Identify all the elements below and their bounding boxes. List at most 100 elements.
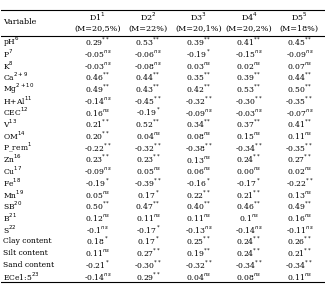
Text: 0.19$^{**}$: 0.19$^{**}$ (186, 247, 211, 259)
Text: 0.50$^{**}$: 0.50$^{**}$ (85, 200, 111, 212)
Text: 0.52$^{**}$: 0.52$^{**}$ (136, 118, 161, 130)
Text: Silt content: Silt content (3, 249, 48, 257)
Text: 0.20$^{**}$: 0.20$^{**}$ (85, 129, 110, 142)
Text: -0.17$^*$: -0.17$^*$ (136, 223, 161, 236)
Text: -0.30$^{**}$: -0.30$^{**}$ (235, 94, 263, 107)
Text: 0.1$^{ns}$: 0.1$^{ns}$ (239, 212, 259, 223)
Text: Clay content: Clay content (3, 237, 52, 245)
Text: 0.17$^*$: 0.17$^*$ (137, 188, 159, 200)
Text: -0.35$^{**}$: -0.35$^{**}$ (286, 94, 313, 107)
Text: 0.47$^{**}$: 0.47$^{**}$ (136, 200, 161, 212)
Text: 0.53$^{**}$: 0.53$^{**}$ (236, 83, 262, 95)
Text: -0.09$^{ns}$: -0.09$^{ns}$ (84, 165, 111, 176)
Text: 0.53$^{**}$: 0.53$^{**}$ (136, 36, 161, 48)
Text: S$^{22}$: S$^{22}$ (3, 223, 17, 236)
Text: 0.07$^{ns}$: 0.07$^{ns}$ (287, 60, 312, 71)
Text: 0.04$^{ns}$: 0.04$^{ns}$ (186, 271, 211, 282)
Text: 0.49$^{**}$: 0.49$^{**}$ (85, 83, 111, 95)
Text: -0.05$^{ns}$: -0.05$^{ns}$ (84, 48, 111, 59)
Text: K$^8$: K$^8$ (3, 59, 14, 72)
Text: Mg$^{2+10}$: Mg$^{2+10}$ (3, 82, 34, 96)
Text: 0.35$^{**}$: 0.35$^{**}$ (186, 71, 211, 83)
Text: 0.24$^{**}$: 0.24$^{**}$ (236, 247, 261, 259)
Text: 0.02$^{ns}$: 0.02$^{ns}$ (236, 60, 261, 71)
Text: -0.21$^*$: -0.21$^*$ (85, 258, 110, 271)
Text: 0.44$^{**}$: 0.44$^{**}$ (136, 71, 161, 83)
Text: 0.15$^{ns}$: 0.15$^{ns}$ (236, 130, 261, 141)
Text: -0.39$^{**}$: -0.39$^{**}$ (134, 176, 162, 189)
Text: 0.44$^{**}$: 0.44$^{**}$ (287, 71, 312, 83)
Text: 0.25$^{**}$: 0.25$^{**}$ (186, 235, 211, 247)
Text: -0.1$^{ns}$: -0.1$^{ns}$ (86, 224, 109, 235)
Text: 0.11$^{ns}$: 0.11$^{ns}$ (186, 212, 211, 223)
Text: P$^7$: P$^7$ (3, 47, 13, 60)
Text: 0.39$^{**}$: 0.39$^{**}$ (186, 36, 211, 48)
Text: 0.05$^{ns}$: 0.05$^{ns}$ (136, 165, 161, 176)
Text: -0.19$^*$: -0.19$^*$ (85, 176, 110, 189)
Text: 0.22$^{**}$: 0.22$^{**}$ (186, 188, 211, 200)
Text: -0.09$^{ns}$: -0.09$^{ns}$ (286, 48, 313, 59)
Text: 0.24$^{**}$: 0.24$^{**}$ (236, 235, 261, 247)
Text: 0.46$^{**}$: 0.46$^{**}$ (236, 200, 262, 212)
Text: 0.04$^{ns}$: 0.04$^{ns}$ (136, 130, 161, 141)
Text: 0.18$^*$: 0.18$^*$ (86, 235, 109, 247)
Text: Cu$^{17}$: Cu$^{17}$ (3, 165, 22, 177)
Text: 0.00$^{ns}$: 0.00$^{ns}$ (236, 165, 261, 176)
Text: 0.40$^{**}$: 0.40$^{**}$ (186, 200, 211, 212)
Text: -0.17$^*$: -0.17$^*$ (236, 176, 261, 189)
Text: -0.32$^{**}$: -0.32$^{**}$ (134, 141, 162, 154)
Text: H+Al$^{11}$: H+Al$^{11}$ (3, 94, 32, 107)
Text: 0.49$^{**}$: 0.49$^{**}$ (287, 200, 312, 212)
Text: D5$^5$
(M=18%): D5$^5$ (M=18%) (280, 11, 319, 33)
Text: 0.29$^{**}$: 0.29$^{**}$ (85, 36, 110, 48)
Text: 0.06$^{ns}$: 0.06$^{ns}$ (186, 165, 211, 176)
Text: 0.21$^{**}$: 0.21$^{**}$ (85, 118, 110, 130)
Text: 0.11$^{ns}$: 0.11$^{ns}$ (287, 271, 312, 282)
Text: 0.41$^{**}$: 0.41$^{**}$ (287, 118, 312, 130)
Text: -0.08$^{ns}$: -0.08$^{ns}$ (134, 60, 162, 71)
Text: 0.11$^{ns}$: 0.11$^{ns}$ (136, 212, 161, 223)
Text: B$^{21}$: B$^{21}$ (3, 212, 17, 224)
Text: 0.16$^{ns}$: 0.16$^{ns}$ (85, 107, 110, 118)
Text: D4$^4$
(M=20,2%): D4$^4$ (M=20,2%) (226, 11, 272, 33)
Text: V$^{13}$: V$^{13}$ (3, 118, 17, 130)
Text: 0.37$^{**}$: 0.37$^{**}$ (236, 118, 262, 130)
Text: -0.06$^{ns}$: -0.06$^{ns}$ (134, 48, 162, 59)
Text: 0.26$^{**}$: 0.26$^{**}$ (287, 235, 312, 247)
Text: -0.35$^{**}$: -0.35$^{**}$ (286, 141, 313, 154)
Text: -0.09$^{ns}$: -0.09$^{ns}$ (185, 107, 213, 118)
Text: 0.50$^{**}$: 0.50$^{**}$ (287, 83, 312, 95)
Text: Mn$^{19}$: Mn$^{19}$ (3, 188, 24, 200)
Text: -0.38$^{**}$: -0.38$^{**}$ (185, 141, 213, 154)
Text: -0.16$^*$: -0.16$^*$ (186, 176, 211, 189)
Text: Variable: Variable (3, 18, 37, 26)
Text: Zn$^{16}$: Zn$^{16}$ (3, 153, 22, 165)
Text: ECe1:5$^{23}$: ECe1:5$^{23}$ (3, 270, 40, 283)
Text: 0.45$^{**}$: 0.45$^{**}$ (287, 36, 312, 48)
Text: 0.42$^{**}$: 0.42$^{**}$ (186, 83, 211, 95)
Text: -0.15$^{ns}$: -0.15$^{ns}$ (235, 48, 263, 59)
Text: 0.08$^{ns}$: 0.08$^{ns}$ (186, 130, 211, 141)
Text: 0.29$^{**}$: 0.29$^{**}$ (136, 270, 161, 283)
Text: D2$^2$
(M=22%): D2$^2$ (M=22%) (128, 11, 168, 33)
Text: 0.08$^{ns}$: 0.08$^{ns}$ (236, 271, 261, 282)
Text: 0.13$^{ns}$: 0.13$^{ns}$ (287, 189, 312, 200)
Text: 0.23$^{**}$: 0.23$^{**}$ (85, 153, 110, 165)
Text: Fe$^{18}$: Fe$^{18}$ (3, 176, 21, 189)
Text: 0.02$^{ns}$: 0.02$^{ns}$ (287, 165, 312, 176)
Text: SB$^{20}$: SB$^{20}$ (3, 200, 22, 212)
Text: pH$^6$: pH$^6$ (3, 35, 20, 49)
Text: 0.03$^{ns}$: 0.03$^{ns}$ (186, 60, 211, 71)
Text: 0.13$^{ns}$: 0.13$^{ns}$ (186, 154, 211, 165)
Text: 0.27$^{**}$: 0.27$^{**}$ (136, 247, 161, 259)
Text: -0.22$^{**}$: -0.22$^{**}$ (286, 176, 313, 189)
Text: Ca$^{2+9}$: Ca$^{2+9}$ (3, 71, 28, 83)
Text: -0.34$^{**}$: -0.34$^{**}$ (235, 141, 263, 154)
Text: -0.14$^{ns}$: -0.14$^{ns}$ (235, 224, 263, 235)
Text: 0.17$^*$: 0.17$^*$ (137, 235, 159, 247)
Text: 0.21$^{**}$: 0.21$^{**}$ (287, 247, 312, 259)
Text: 0.24$^{**}$: 0.24$^{**}$ (236, 153, 261, 165)
Text: -0.11$^{ns}$: -0.11$^{ns}$ (286, 224, 313, 235)
Text: -0.34$^{**}$: -0.34$^{**}$ (235, 258, 263, 271)
Text: 0.46$^{**}$: 0.46$^{**}$ (85, 71, 111, 83)
